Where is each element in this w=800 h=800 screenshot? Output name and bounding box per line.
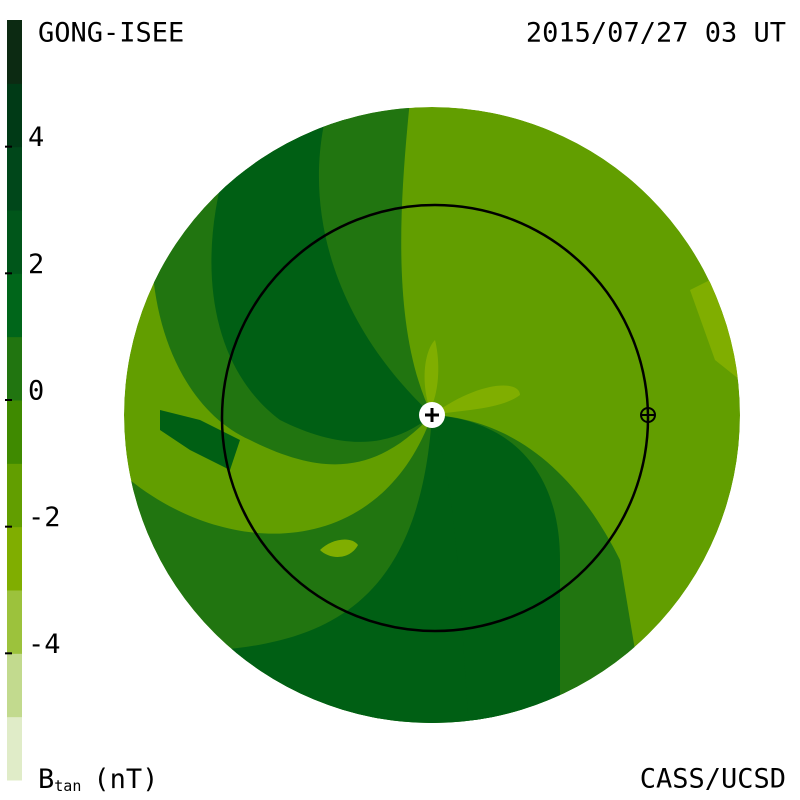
colorbar-band bbox=[7, 463, 22, 528]
colorbar-band bbox=[7, 210, 22, 274]
colorbar-tick-label: -2 bbox=[28, 502, 61, 533]
colorbar-band bbox=[7, 83, 22, 148]
colorbar-symbol: B bbox=[38, 764, 54, 795]
colorbar-band bbox=[7, 400, 22, 464]
credit: CASS/UCSD bbox=[640, 764, 786, 795]
colorbar-band bbox=[7, 146, 22, 211]
colorbar-band bbox=[7, 336, 22, 401]
colorbar-tick-label: 0 bbox=[28, 376, 44, 407]
earth-cross bbox=[641, 408, 655, 422]
colorbar-tick-label: -4 bbox=[28, 629, 61, 660]
colorbar-band bbox=[7, 526, 22, 591]
title: GONG-ISEE bbox=[38, 18, 184, 49]
timestamp: 2015/07/27 03 UT bbox=[526, 18, 786, 49]
colorbar-tick-label: 2 bbox=[28, 249, 44, 280]
colorbar-label: Btan (nT) bbox=[38, 764, 158, 795]
colorbar-band bbox=[7, 20, 22, 84]
colorbar-subscript: tan bbox=[54, 777, 81, 795]
colorbar-band bbox=[7, 590, 22, 654]
sun-cross bbox=[425, 408, 439, 422]
colorbar-band bbox=[7, 653, 22, 718]
colorbar-tick-label: 4 bbox=[28, 122, 44, 153]
colorbar-band bbox=[7, 716, 22, 781]
colorbar-unit: (nT) bbox=[93, 764, 158, 795]
colorbar-band bbox=[7, 273, 22, 338]
